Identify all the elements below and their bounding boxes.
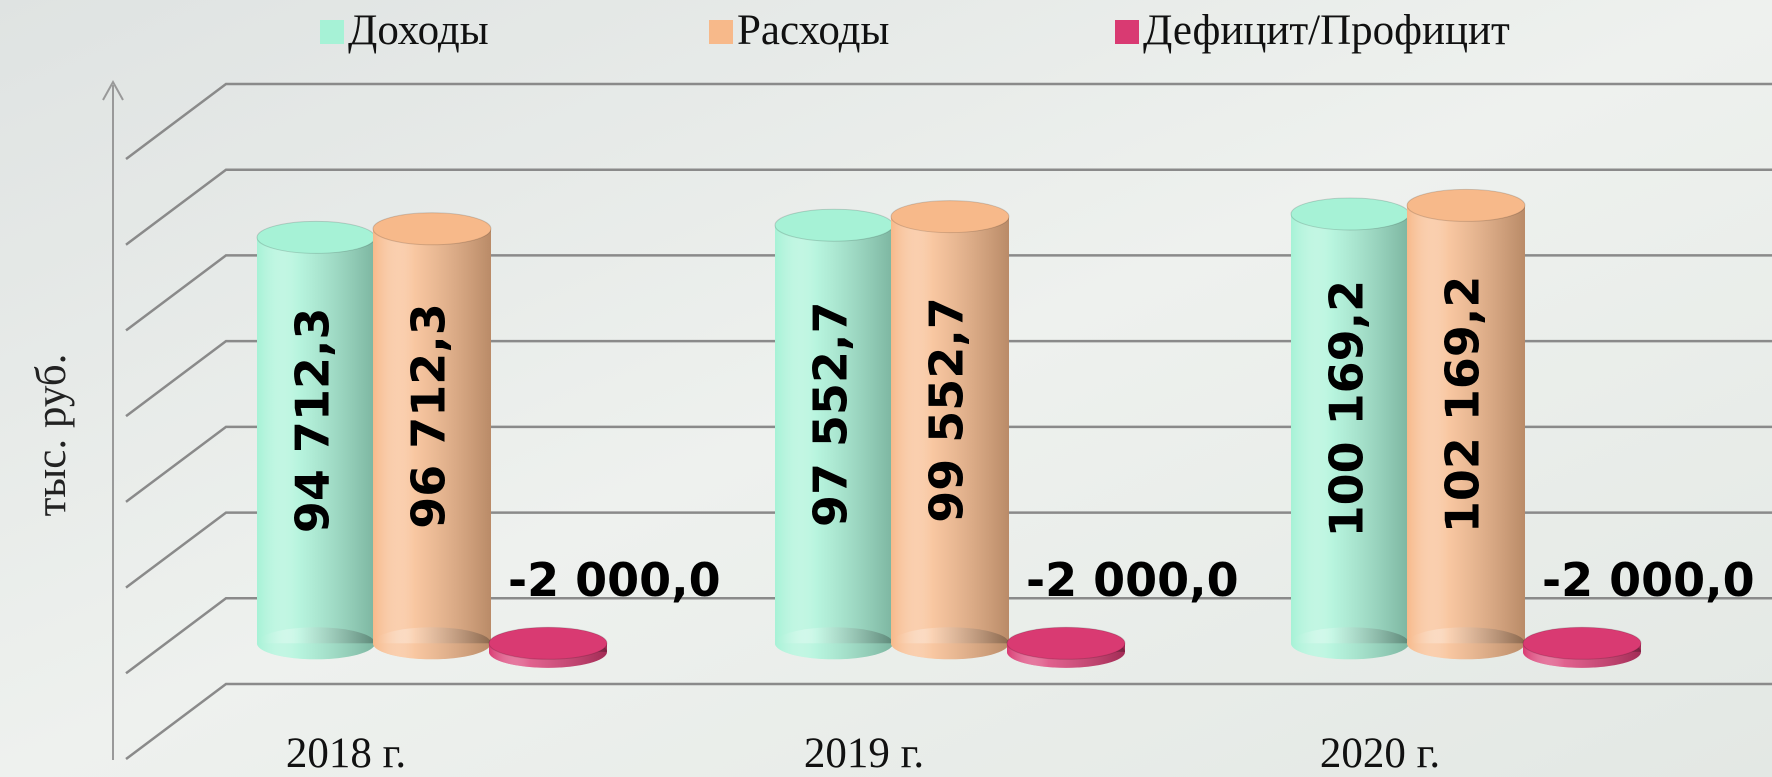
value-label: 97 552,7: [804, 301, 858, 527]
y-axis-label: тыс. руб.: [28, 354, 75, 517]
grid-line: [125, 682, 1772, 760]
bar-top: [1290, 197, 1410, 231]
bar-top: [488, 626, 608, 660]
bar-top: [1406, 188, 1526, 222]
grid-line: [125, 339, 1772, 418]
value-label: -2 000,0: [1026, 553, 1239, 607]
bar-bottom-shade: [775, 627, 893, 660]
legend-label: Дефицит/Профицит: [1143, 7, 1510, 54]
value-label: 102 169,2: [1436, 276, 1490, 534]
grid-line: [125, 254, 1772, 332]
value-label: 99 552,7: [920, 297, 974, 523]
grid-line: [125, 511, 1772, 589]
x-tick-label: 2019 г.: [804, 730, 924, 777]
bar-top: [372, 212, 492, 246]
legend-swatch: [1115, 20, 1139, 44]
value-label: 100 169,2: [1320, 280, 1374, 538]
bar-top: [774, 208, 894, 242]
grid-line: [125, 597, 1772, 675]
value-label: -2 000,0: [508, 553, 721, 607]
bar-shade: [1291, 213, 1409, 644]
bar-top: [1006, 626, 1126, 660]
bar-shade: [1407, 205, 1525, 644]
bar-bottom-shade: [257, 627, 375, 660]
grid-line: [125, 82, 1772, 160]
legend-label: Доходы: [348, 7, 489, 54]
bar-top: [1522, 626, 1642, 660]
legend-swatch: [320, 20, 344, 44]
bar-bottom-shade: [1291, 627, 1409, 660]
x-tick-label: 2018 г.: [286, 730, 406, 777]
legend-swatch: [709, 20, 733, 44]
x-tick-label: 2020 г.: [1320, 730, 1440, 777]
bar-bottom-shade: [373, 627, 491, 660]
bar-bottom-shade: [1407, 627, 1525, 660]
value-label: -2 000,0: [1542, 553, 1755, 607]
legend-label: Расходы: [737, 7, 889, 54]
bar-shade: [373, 228, 491, 644]
value-label: 94 712,3: [286, 308, 340, 534]
bar-bottom-shade: [891, 627, 1009, 660]
bar-top: [256, 220, 376, 254]
value-label: 96 712,3: [402, 303, 456, 529]
bar-shade: [891, 216, 1009, 644]
grid-line: [125, 168, 1772, 246]
grid-line: [125, 425, 1772, 503]
bar-shade: [257, 237, 375, 644]
bar-top: [890, 200, 1010, 234]
y-axis-arrow: [102, 79, 124, 101]
bar-shade: [775, 225, 893, 644]
